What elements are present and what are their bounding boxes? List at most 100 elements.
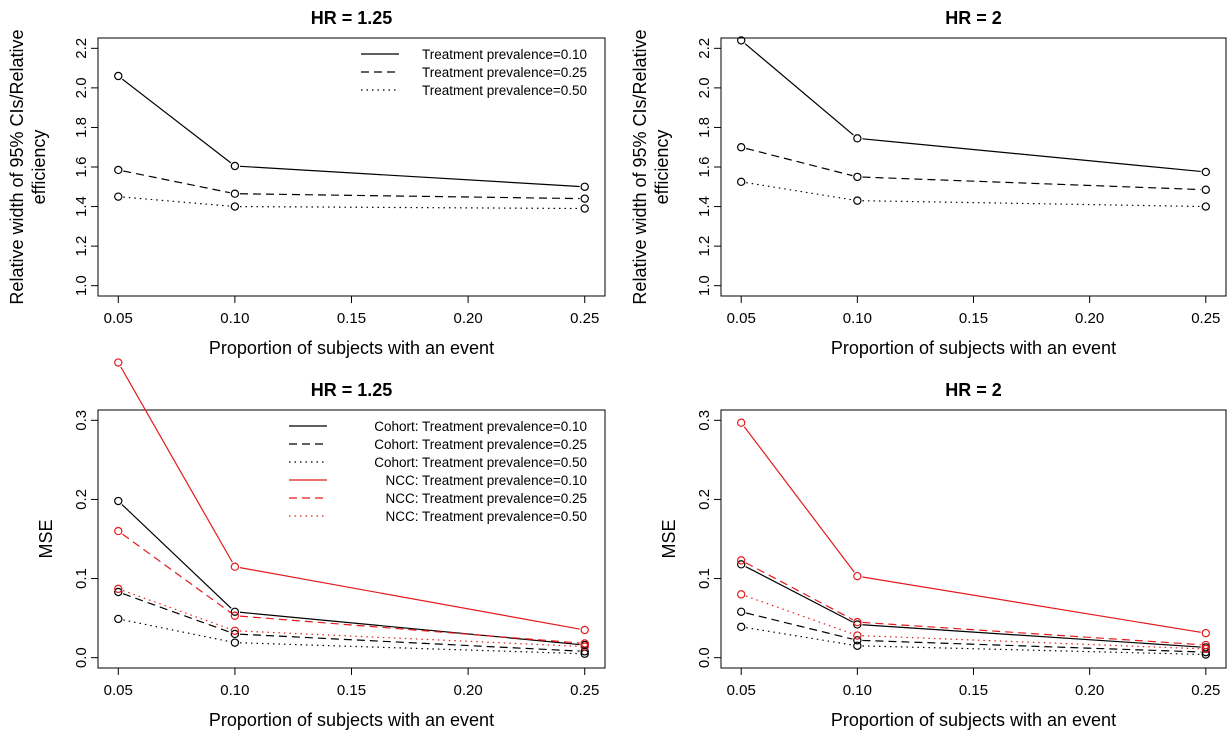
series-line-segment [745, 147, 853, 177]
x-tick-label: 0.20 [1075, 310, 1104, 327]
data-point [230, 161, 240, 171]
chart-panel-1: HR = 1.25 0.05 0.10 0.15 0.20 0.25 Proportion … [7, 8, 606, 358]
series-1 [737, 560, 1211, 652]
legend-label: Cohort: Treatment prevalence=0.50 [374, 455, 587, 470]
legend-item: Cohort: Treatment prevalence=0.10 [289, 419, 587, 434]
chart-panel-3: HR = 1.25 0.05 0.10 0.15 0.20 0.25 Proportion … [36, 358, 606, 730]
chart-panel-4: HR = 2 0.05 0.10 0.15 0.20 0.25 Proportion of … [659, 380, 1227, 730]
y-axis: 1.0 1.2 1.4 1.6 1.8 2.0 2.2 [73, 38, 99, 296]
legend-label: Cohort: Treatment prevalence=0.10 [374, 419, 587, 434]
data-point [1201, 167, 1211, 177]
data-point [580, 204, 589, 213]
data-point [737, 418, 746, 427]
chart-title: HR = 2 [945, 8, 1002, 28]
data-point [853, 620, 862, 629]
data-point [230, 638, 240, 647]
legend-item: NCC: Treatment prevalence=0.50 [289, 509, 587, 524]
y-tick-label: 1.2 [73, 236, 90, 257]
series-line-segment [122, 590, 231, 630]
data-point [230, 629, 240, 639]
legend-label: Treatment prevalence=0.10 [422, 47, 587, 62]
series-2 [114, 587, 589, 656]
x-axis: 0.05 0.10 0.15 0.20 0.25 [104, 667, 599, 699]
y-tick-label: 0.3 [73, 410, 90, 431]
data-point [853, 641, 862, 651]
series-line-segment [862, 176, 1201, 191]
data-point [230, 189, 240, 198]
legend: Treatment prevalence=0.10 Treatment preva… [361, 47, 587, 98]
series-line-segment [862, 200, 1201, 208]
series-1 [114, 71, 589, 191]
y-tick-label: 1.8 [696, 117, 713, 138]
series-line-segment [121, 78, 232, 164]
x-tick-label: 0.05 [104, 310, 133, 327]
data-point [114, 165, 123, 175]
x-tick-label: 0.25 [570, 682, 599, 699]
data-point [853, 617, 862, 627]
x-tick-label: 0.25 [1191, 682, 1220, 699]
y-tick-label: 1.4 [73, 196, 90, 217]
data-point [853, 134, 862, 143]
y-tick-label: 0.1 [696, 568, 713, 589]
series-line-segment [746, 182, 853, 201]
data-point [853, 172, 862, 182]
y-tick-label: 0.2 [696, 489, 713, 510]
series-line-segment [745, 566, 854, 623]
legend-item: Cohort: Treatment prevalence=0.25 [289, 437, 587, 452]
series-6 [114, 584, 589, 651]
series-1 [737, 36, 1211, 177]
x-tick-label: 0.15 [959, 310, 988, 327]
series-line-segment [745, 562, 854, 621]
data-point [580, 182, 589, 191]
legend-label: NCC: Treatment prevalence=0.25 [386, 491, 587, 506]
x-tick-label: 0.25 [570, 310, 599, 327]
series-line-segment [123, 170, 231, 194]
y-tick-label: 2.2 [696, 38, 713, 59]
x-axis-title: Proportion of subjects with an event [209, 710, 494, 730]
x-tick-label: 0.10 [220, 310, 249, 327]
series-line-segment [120, 366, 233, 563]
data-point [580, 647, 589, 656]
legend-item: NCC: Treatment prevalence=0.25 [289, 491, 587, 506]
data-point [1201, 644, 1211, 654]
legend-item: NCC: Treatment prevalence=0.10 [289, 473, 587, 488]
data-point [1201, 185, 1211, 194]
y-tick-label: 1.0 [696, 275, 713, 296]
data-point [580, 639, 589, 648]
x-tick-label: 0.20 [454, 682, 483, 699]
series-line-segment [121, 504, 232, 609]
series-2 [737, 607, 1211, 657]
chart-title: HR = 1.25 [311, 380, 393, 400]
x-tick-label: 0.05 [104, 682, 133, 699]
series-line-segment [239, 633, 580, 652]
data-point [737, 36, 746, 45]
series-line-segment [862, 576, 1201, 633]
y-tick-label: 1.6 [696, 157, 713, 178]
y-tick-label: 0.0 [696, 647, 713, 668]
x-tick-label: 0.10 [220, 682, 249, 699]
data-point [580, 194, 589, 203]
series-line-segment [239, 567, 580, 630]
series-line-segment [862, 138, 1201, 173]
y-tick-label: 1.4 [696, 196, 713, 217]
y-tick-label: 0.2 [73, 489, 90, 510]
chart-title: HR = 1.25 [311, 8, 393, 28]
data-point [853, 571, 862, 581]
data-point [230, 611, 240, 620]
data-point [114, 587, 123, 597]
series-line-segment [746, 612, 853, 640]
series-line-segment [862, 621, 1201, 646]
x-axis-title: Proportion of subjects with an event [831, 710, 1116, 730]
data-point [853, 631, 862, 640]
data-point [230, 202, 240, 211]
legend-label: Treatment prevalence=0.25 [422, 65, 587, 80]
x-tick-label: 0.15 [959, 682, 988, 699]
y-tick-label: 0.1 [73, 568, 90, 589]
y-axis-title: efficiency [29, 130, 49, 205]
x-tick-label: 0.05 [727, 310, 756, 327]
series-line-segment [239, 615, 580, 644]
data-point [737, 143, 746, 152]
legend-label: Treatment prevalence=0.50 [422, 83, 587, 98]
series-line-segment [746, 627, 853, 646]
series-2 [737, 143, 1211, 194]
